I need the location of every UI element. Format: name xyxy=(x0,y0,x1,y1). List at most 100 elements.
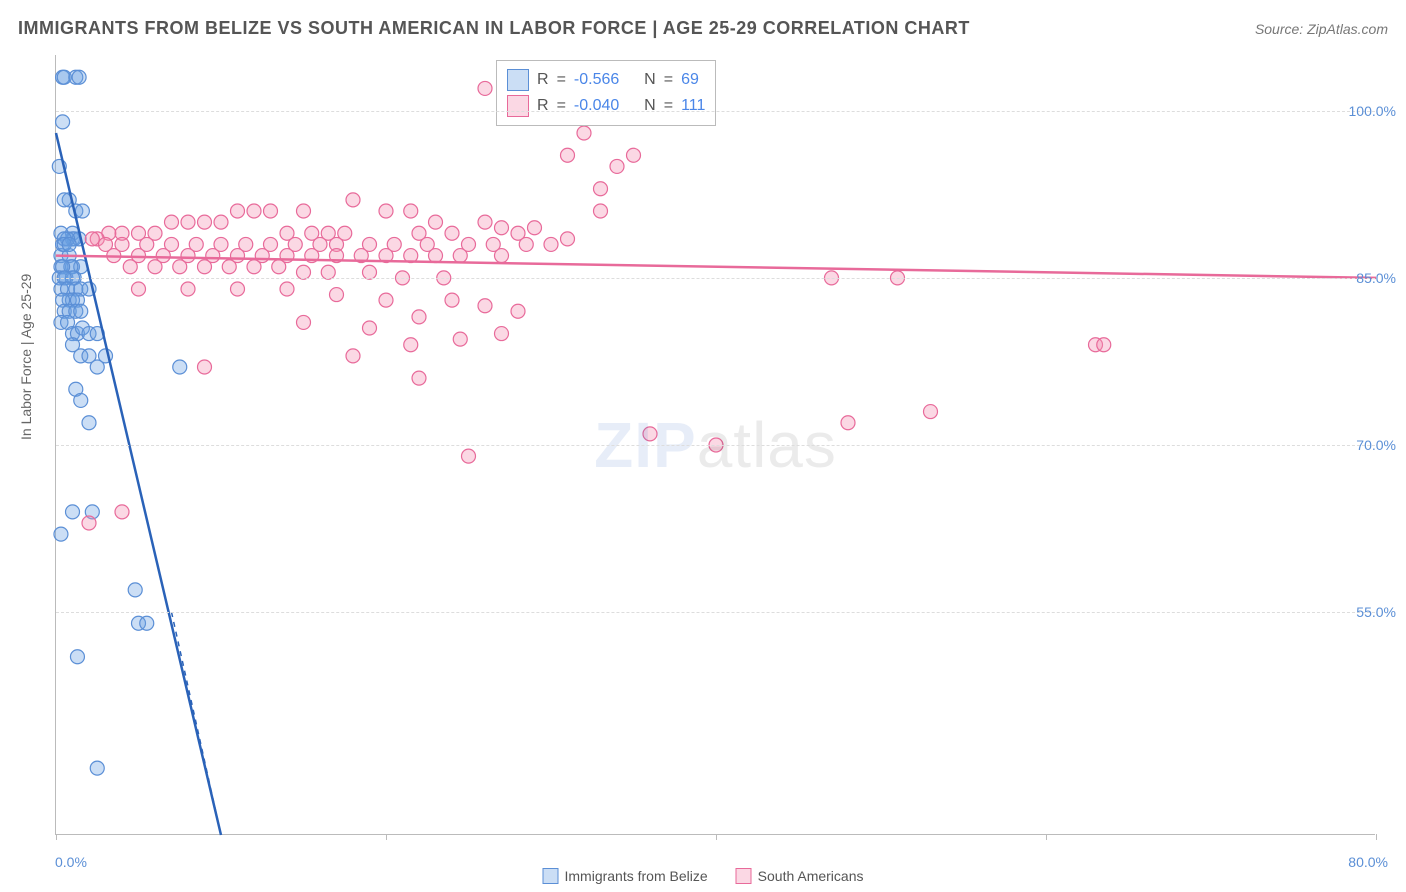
data-point xyxy=(247,260,261,274)
data-point xyxy=(90,360,104,374)
source-label: Source: ZipAtlas.com xyxy=(1255,21,1388,37)
data-point xyxy=(330,288,344,302)
data-point xyxy=(561,148,575,162)
data-point xyxy=(148,260,162,274)
plot-area: ZIPatlas R = -0.566 N = 69 R = -0.040 N … xyxy=(55,55,1375,835)
data-point xyxy=(173,260,187,274)
data-point xyxy=(495,249,509,263)
y-tick-label: 100.0% xyxy=(1349,103,1396,119)
data-point xyxy=(214,215,228,229)
data-point xyxy=(841,416,855,430)
data-point xyxy=(198,215,212,229)
data-point xyxy=(198,260,212,274)
n-value-belize: 69 xyxy=(681,71,699,89)
x-tick xyxy=(386,834,387,840)
data-point xyxy=(519,237,533,251)
data-point xyxy=(140,616,154,630)
swatch-sa xyxy=(507,95,529,117)
data-point xyxy=(222,260,236,274)
data-point xyxy=(561,232,575,246)
legend-bottom: Immigrants from Belize South Americans xyxy=(543,868,864,884)
data-point xyxy=(75,204,89,218)
chart-title: IMMIGRANTS FROM BELIZE VS SOUTH AMERICAN… xyxy=(18,18,970,39)
data-point xyxy=(404,204,418,218)
data-point xyxy=(297,204,311,218)
swatch-icon xyxy=(543,868,559,884)
data-point xyxy=(453,249,467,263)
legend-item-belize: Immigrants from Belize xyxy=(543,868,708,884)
data-point xyxy=(173,360,187,374)
data-point xyxy=(82,416,96,430)
stats-row-belize: R = -0.566 N = 69 xyxy=(507,67,705,93)
data-point xyxy=(115,505,129,519)
data-point xyxy=(297,315,311,329)
data-point xyxy=(445,293,459,307)
data-point xyxy=(412,371,426,385)
data-point xyxy=(181,282,195,296)
y-tick-label: 70.0% xyxy=(1356,437,1396,453)
data-point xyxy=(198,360,212,374)
r-label: R xyxy=(537,97,549,115)
data-point xyxy=(85,232,99,246)
data-point xyxy=(128,583,142,597)
x-start-label: 0.0% xyxy=(55,854,87,870)
y-tick-label: 85.0% xyxy=(1356,270,1396,286)
data-point xyxy=(478,215,492,229)
data-point xyxy=(56,115,70,129)
stats-row-sa: R = -0.040 N = 111 xyxy=(507,93,705,119)
data-point xyxy=(72,70,86,84)
data-point xyxy=(346,193,360,207)
data-point xyxy=(445,226,459,240)
x-end-label: 80.0% xyxy=(1348,854,1388,870)
data-point xyxy=(495,221,509,235)
data-point xyxy=(54,527,68,541)
eq: = xyxy=(664,97,673,115)
data-point xyxy=(594,204,608,218)
data-point xyxy=(231,204,245,218)
data-point xyxy=(627,148,641,162)
data-point xyxy=(511,304,525,318)
data-point xyxy=(478,81,492,95)
data-point xyxy=(462,449,476,463)
data-point xyxy=(66,505,80,519)
data-point xyxy=(577,126,591,140)
data-point xyxy=(70,650,84,664)
swatch-belize xyxy=(507,69,529,91)
data-point xyxy=(643,427,657,441)
x-tick xyxy=(716,834,717,840)
data-point xyxy=(181,215,195,229)
data-point xyxy=(82,516,96,530)
data-point xyxy=(528,221,542,235)
x-tick xyxy=(1046,834,1047,840)
data-point xyxy=(231,282,245,296)
data-point xyxy=(123,260,137,274)
data-point xyxy=(132,282,146,296)
data-point xyxy=(429,215,443,229)
data-point xyxy=(478,299,492,313)
r-label: R xyxy=(537,71,549,89)
data-point xyxy=(264,204,278,218)
data-point xyxy=(544,237,558,251)
data-point xyxy=(495,327,509,341)
legend-label-sa: South Americans xyxy=(758,868,864,884)
n-label: N xyxy=(644,71,656,89)
data-point xyxy=(594,182,608,196)
trend-line-dashed xyxy=(172,612,222,835)
gridline xyxy=(56,612,1375,613)
legend-label-belize: Immigrants from Belize xyxy=(565,868,708,884)
data-point xyxy=(247,204,261,218)
n-label: N xyxy=(644,97,656,115)
data-point xyxy=(363,321,377,335)
data-point xyxy=(74,304,88,318)
eq: = xyxy=(557,71,566,89)
gridline xyxy=(56,445,1375,446)
gridline xyxy=(56,278,1375,279)
data-point xyxy=(1097,338,1111,352)
x-tick xyxy=(56,834,57,840)
eq: = xyxy=(557,97,566,115)
data-point xyxy=(412,310,426,324)
y-axis-label: In Labor Force | Age 25-29 xyxy=(18,274,34,440)
stats-legend-box: R = -0.566 N = 69 R = -0.040 N = 111 xyxy=(496,60,716,126)
n-value-sa: 111 xyxy=(681,97,705,115)
swatch-icon xyxy=(736,868,752,884)
